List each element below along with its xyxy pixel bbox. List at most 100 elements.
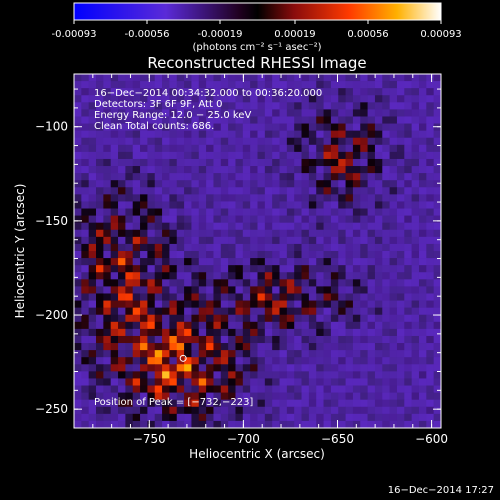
heatmap-cell	[360, 279, 368, 287]
info-time-range: 16−Dec−2014 00:34:32.000 to 00:36:20.000	[94, 88, 323, 99]
heatmap-cell	[169, 350, 178, 358]
heatmap-cell	[404, 236, 412, 245]
heatmap-cell	[396, 166, 405, 174]
heatmap-cell	[147, 109, 156, 117]
heatmap-cell	[154, 180, 163, 188]
heatmap-cell	[426, 137, 434, 146]
heatmap-cell	[323, 102, 332, 110]
heatmap-cell	[184, 236, 192, 245]
heatmap-cell	[176, 378, 185, 386]
heatmap-cell	[220, 314, 229, 323]
heatmap-cell	[345, 328, 354, 337]
heatmap-cell	[191, 350, 200, 358]
heatmap-cell	[176, 81, 185, 89]
heatmap-cell	[272, 180, 280, 188]
heatmap-cell	[147, 158, 156, 167]
heatmap-cell	[367, 130, 376, 139]
heatmap-cell	[206, 350, 214, 358]
heatmap-cell	[250, 116, 258, 124]
heatmap-cell	[382, 194, 390, 202]
heatmap-cell	[272, 378, 280, 386]
heatmap-cell	[154, 102, 163, 110]
heatmap-cell	[374, 272, 383, 280]
heatmap-cell	[323, 123, 332, 131]
heatmap-cell	[250, 350, 258, 358]
heatmap-cell	[272, 109, 280, 117]
heatmap-cell	[103, 166, 111, 174]
heatmap-cell	[118, 343, 126, 351]
heatmap-cell	[279, 116, 288, 124]
heatmap-cell	[316, 343, 324, 351]
heatmap-cell	[272, 236, 280, 245]
heatmap-cell	[404, 272, 412, 280]
heatmap-cell	[206, 74, 214, 82]
heatmap-cell	[125, 272, 134, 280]
heatmap-cell	[228, 151, 236, 160]
heatmap-cell	[360, 236, 368, 245]
heatmap-cell	[404, 95, 412, 103]
heatmap-cell	[426, 173, 434, 181]
heatmap-cell	[272, 343, 280, 351]
heatmap-cell	[308, 378, 317, 386]
heatmap-cell	[396, 399, 405, 408]
heatmap-cell	[272, 74, 280, 82]
heatmap-cell	[96, 187, 104, 195]
heatmap-cell	[81, 144, 89, 153]
heatmap-cell	[352, 300, 361, 308]
heatmap-cell	[213, 399, 222, 408]
heatmap-cell	[96, 158, 104, 167]
heatmap-cell	[250, 236, 258, 245]
heatmap-cell	[301, 286, 310, 294]
heatmap-cell	[264, 251, 273, 259]
heatmap-cell	[191, 399, 200, 408]
heatmap-cell	[411, 109, 420, 117]
heatmap-cell	[301, 350, 310, 358]
heatmap-cell	[198, 251, 207, 259]
heatmap-cell	[374, 208, 383, 216]
heatmap-cell	[125, 88, 134, 96]
heatmap-cell	[345, 95, 354, 103]
heatmap-cell	[418, 137, 427, 146]
heatmap-cell	[308, 116, 317, 124]
heatmap-cell	[316, 109, 324, 117]
heatmap-cell	[389, 215, 398, 223]
heatmap-cell	[176, 314, 185, 323]
heatmap-cell	[330, 272, 339, 280]
heatmap-cell	[220, 187, 229, 195]
heatmap-cell	[235, 116, 244, 124]
heatmap-cell	[88, 364, 97, 372]
heatmap-cell	[272, 293, 280, 301]
heatmap-cell	[257, 187, 266, 195]
heatmap-cell	[294, 364, 302, 372]
heatmap-cell	[264, 201, 273, 209]
heatmap-cell	[294, 406, 302, 415]
heatmap-cell	[389, 208, 398, 216]
heatmap-cell	[132, 166, 141, 174]
heatmap-cell	[125, 385, 134, 393]
heatmap-cell	[323, 222, 332, 231]
heatmap-cell	[125, 357, 134, 365]
x-tick-label: −600	[415, 432, 448, 446]
heatmap-cell	[191, 406, 200, 415]
heatmap-cell	[367, 364, 376, 372]
heatmap-cell	[250, 215, 258, 223]
heatmap-cell	[125, 399, 134, 408]
heatmap-cell	[426, 314, 434, 323]
heatmap-cell	[323, 286, 332, 294]
heatmap-cell	[228, 335, 236, 344]
heatmap-cell	[330, 406, 339, 415]
x-tick-label: −650	[321, 432, 354, 446]
heatmap-cell	[206, 144, 214, 153]
heatmap-cell	[389, 74, 398, 82]
heatmap-cell	[330, 364, 339, 372]
heatmap-cell	[301, 243, 310, 252]
heatmap-cell	[140, 144, 148, 153]
heatmap-cell	[345, 251, 354, 259]
heatmap-cell	[345, 229, 354, 238]
heatmap-cell	[272, 123, 280, 131]
heatmap-cell	[235, 293, 244, 301]
heatmap-cell	[235, 371, 244, 379]
heatmap-cell	[433, 81, 441, 89]
heatmap-cell	[140, 243, 148, 252]
